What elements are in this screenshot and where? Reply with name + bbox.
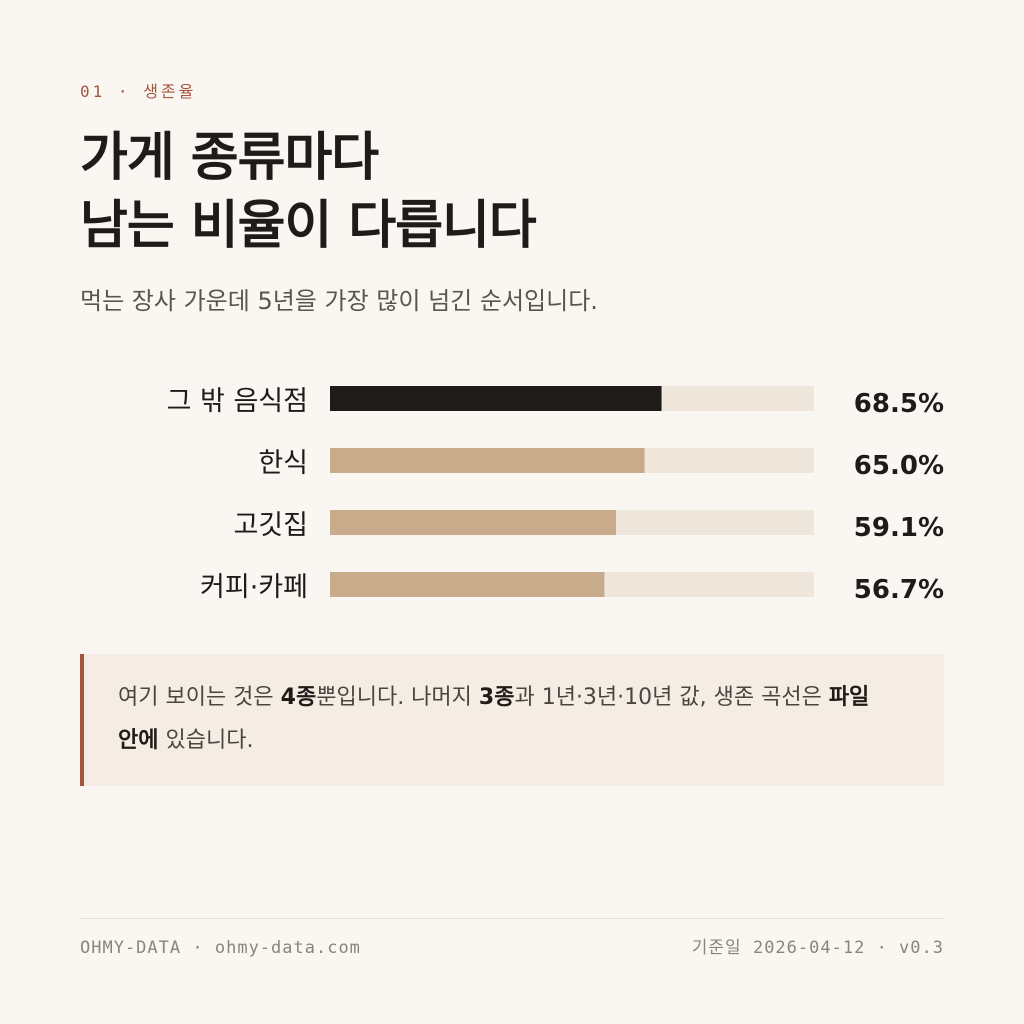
footer-site: ohmy-data.com	[214, 938, 361, 958]
survival-bar-chart: 그 밖 음식점 68.5% 한식 65.0% 고깃집 59.1% 커피·카페 56.7%	[80, 372, 944, 612]
bar-category-label: 한식	[258, 448, 308, 479]
section-title: 생존율	[143, 82, 197, 101]
survival-bar	[330, 510, 617, 535]
bar-category-label: 그 밖 음식점	[167, 386, 308, 417]
note-text-part-2: 뿐입니다. 나머지	[316, 685, 479, 710]
bar-category-label: 고깃집	[233, 510, 308, 541]
note-text-part-1: 여기 보이는 것은	[118, 685, 281, 710]
title-line-2: 남는 비율이 다릅니다	[80, 196, 537, 256]
chart-svg: 그 밖 음식점 68.5% 한식 65.0% 고깃집 59.1% 커피·카페 56.7%	[167, 386, 944, 605]
footer-separator: ·	[192, 938, 215, 958]
title-line-1: 가게 종류마다	[80, 128, 379, 188]
bar-value-label: 68.5%	[854, 389, 944, 419]
footer-version: v0.3	[899, 938, 944, 958]
note-highlight-four-types: 4종	[280, 685, 317, 710]
bar-value-label: 65.0%	[854, 451, 944, 481]
survival-bar	[330, 448, 645, 473]
footer-date-label: 기준일	[691, 938, 742, 958]
page-subtitle: 먹는 장사 가운데 5년을 가장 많이 넘긴 순서입니다.	[80, 287, 598, 315]
bar-value-label: 59.1%	[854, 513, 944, 543]
highlight-bar	[330, 386, 662, 411]
data-note: 여기 보이는 것은 4종뿐입니다. 나머지 3종과 1년·3년·10년 값, 생…	[80, 654, 944, 786]
note-highlight-three-types: 3종	[478, 685, 515, 710]
note-text-part-3: 과 1년·3년·10년 값, 생존 곡선은	[514, 685, 829, 710]
section-separator: ·	[117, 82, 131, 101]
section-label: 01 · 생존율	[80, 78, 196, 102]
page-title: 가게 종류마다 남는 비율이 다릅니다	[80, 124, 940, 260]
bar-value-label: 56.7%	[854, 575, 944, 605]
note-highlight-file: 파일 안에	[118, 685, 870, 753]
survival-bar	[330, 572, 605, 597]
section-number: 01	[80, 82, 106, 101]
footer-version-separator: ·	[876, 938, 900, 958]
footer-divider	[80, 918, 944, 919]
footer-source: OHMY-DATA · ohmy-data.com	[80, 936, 361, 960]
footer-date: 2026-04-12	[752, 938, 866, 958]
footer-metadata: 기준일 2026-04-12 · v0.3	[692, 936, 944, 960]
note-text: 여기 보이는 것은 4종뿐입니다. 나머지 3종과 1년·3년·10년 값, 생…	[118, 676, 910, 762]
bar-category-label: 커피·카페	[200, 572, 308, 603]
footer-brand: OHMY-DATA	[80, 938, 182, 958]
note-text-part-4: 있습니다.	[158, 728, 254, 753]
